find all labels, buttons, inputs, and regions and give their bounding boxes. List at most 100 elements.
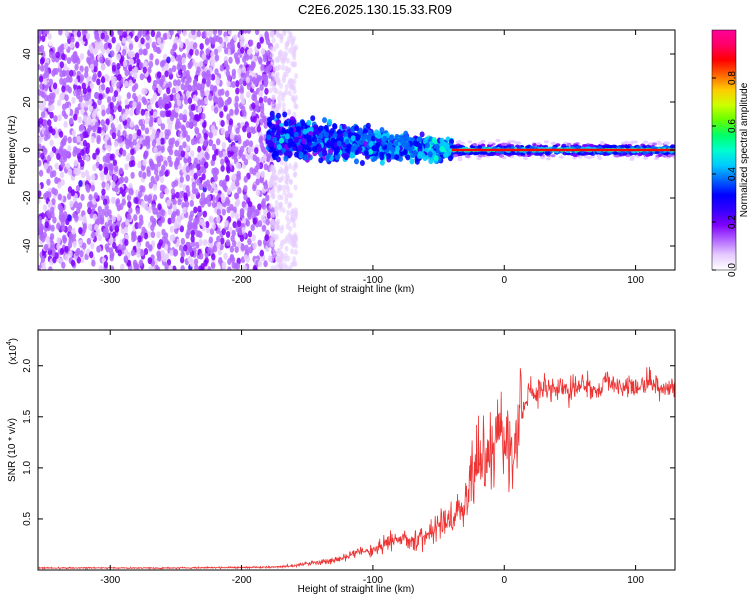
spectrogram-cell (102, 198, 108, 206)
spectrogram-cell (113, 118, 118, 126)
spectrogram-cell (155, 174, 160, 182)
spectrogram-cell (133, 214, 138, 222)
spectrogram-cell (59, 171, 65, 179)
spectrogram-cell (226, 80, 231, 88)
spectrogram-cell (244, 244, 249, 252)
spectrogram-cell (52, 216, 57, 224)
spectrogram-cell (258, 96, 264, 104)
spectrogram-cell (104, 231, 110, 239)
spectrogram-cell (147, 104, 152, 112)
spectrogram-cell (476, 156, 482, 161)
spectrogram-cell (109, 101, 114, 109)
spectrogram-cell (92, 164, 97, 172)
spectrogram-cell (198, 238, 203, 246)
spectrogram-cell (156, 71, 162, 79)
spectrogram-cell (49, 111, 54, 119)
spectrogram-cell (63, 120, 68, 128)
spectrogram-cell (208, 215, 213, 223)
spectrogram-cell (143, 48, 148, 56)
spectrogram-cell (80, 193, 85, 201)
spectrogram-cell (191, 30, 196, 36)
spectrogram-cell (220, 164, 225, 172)
spectrogram-cell (204, 38, 210, 46)
spectrogram-cell (576, 152, 582, 156)
spectrogram-cell (51, 169, 57, 177)
spectrogram-cell (125, 154, 130, 162)
spectrogram-cell (100, 63, 106, 71)
spectrogram-cell (156, 37, 162, 45)
spectrogram-cell (139, 73, 145, 81)
spectrogram-cell (388, 134, 394, 141)
spectrogram-cell (160, 123, 166, 131)
spectrogram-cell (290, 261, 295, 268)
spectrogram-cell (226, 113, 231, 121)
spectrogram-cell (185, 165, 191, 173)
spectrogram-cell (172, 79, 178, 87)
spectrogram-cell (355, 134, 361, 141)
spectrogram-cell (241, 226, 246, 234)
spectrogram-cell (285, 57, 290, 64)
spectrogram-cell (583, 155, 589, 159)
spectrogram-cell (72, 136, 77, 144)
spectrogram-cell (200, 90, 205, 98)
spectrogram-cell (266, 134, 272, 141)
spectrogram-cell (149, 53, 154, 61)
spectrogram-cell (129, 58, 134, 66)
spectrogram-cell (56, 153, 61, 161)
spectrogram-cell (225, 230, 231, 238)
spectrogram-cell (344, 138, 350, 145)
spectrogram-cell (247, 238, 252, 246)
spectrogram-cell (350, 152, 356, 159)
spectrogram-cell (152, 94, 157, 102)
spectrogram-cell (259, 106, 265, 114)
spectrogram-cell (370, 135, 376, 142)
spectrogram-cell (106, 59, 111, 67)
spectrogram-cell (94, 223, 99, 231)
spectrogram-cell (188, 214, 193, 222)
spectrogram-cell (216, 138, 221, 146)
spectrogram-cell (280, 96, 285, 103)
spectrogram-cell (96, 137, 101, 145)
spectrogram-cell (229, 254, 235, 262)
spectrogram-cell (226, 42, 232, 50)
spectrogram-cell (412, 140, 418, 147)
spectrogram-cell (296, 126, 302, 133)
spectrogram-cell (84, 169, 90, 177)
spectrogram-cell (257, 56, 263, 64)
spectrogram-cell (54, 177, 59, 185)
spectrogram-cell (433, 155, 439, 162)
spectrogram-cell (128, 187, 133, 195)
spectrogram-cell (97, 234, 102, 242)
spectrogram-cell (127, 201, 132, 209)
spectrogram-cell (283, 155, 289, 162)
spectrogram-cell (77, 202, 83, 210)
spectrogram-cell (136, 129, 142, 137)
spectrogram-cell (171, 87, 177, 95)
spectrogram-cell (246, 125, 251, 133)
spectrogram-cell (643, 140, 649, 144)
spectrogram-cell (67, 168, 73, 176)
spectrogram-cell (133, 66, 138, 74)
spectrogram-cell (354, 125, 360, 132)
spectrogram-cell (159, 175, 165, 183)
spectrogram-cell (185, 144, 190, 152)
spectrogram-cell (52, 82, 58, 90)
spectrogram-cell (375, 142, 381, 149)
spectrogram-cell (405, 141, 411, 148)
spectrogram-cell (211, 181, 216, 189)
spectrogram-cell (275, 112, 281, 119)
spectrogram-cell (623, 140, 629, 145)
spectrogram-cell (51, 69, 56, 77)
spectrogram-cell (159, 184, 165, 192)
spectrogram-cell (196, 66, 201, 74)
spectrogram-cell (270, 32, 275, 39)
spectrogram-cell (38, 215, 43, 223)
spectrogram-cell (205, 153, 210, 161)
spectrogram-cell (525, 145, 531, 149)
spectrogram-cell (143, 60, 149, 68)
spectrogram-cell (189, 48, 194, 56)
spectrogram-cell (92, 213, 98, 221)
spectrogram-cell (140, 231, 145, 239)
spectrogram-cell (50, 206, 55, 214)
spectrogram-cell (133, 82, 139, 90)
